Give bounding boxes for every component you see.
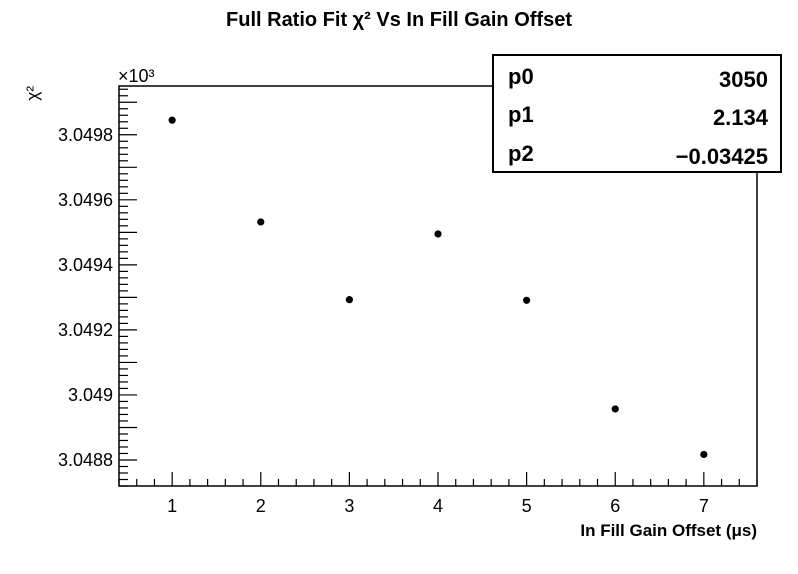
x-tick-label: 7 — [699, 496, 709, 516]
y-axis-label: χ² — [23, 86, 42, 101]
x-tick-label: 3 — [344, 496, 354, 516]
fit-stats-box: p0 3050 p1 2.134 p2 −0.03425 — [492, 54, 782, 173]
data-point — [523, 296, 531, 304]
data-point — [700, 450, 708, 459]
points-layer — [168, 116, 708, 459]
data-point — [168, 116, 176, 124]
stat-key-p0: p0 — [508, 64, 534, 89]
y-tick-label: 3.0488 — [58, 450, 113, 470]
x-tick-label: 2 — [256, 496, 266, 516]
stats-box-frame — [492, 54, 782, 173]
y-tick-label: 3.0498 — [58, 125, 113, 145]
data-point — [257, 218, 265, 226]
data-point — [611, 405, 619, 413]
stat-key-p2: p2 — [508, 141, 534, 166]
y-axis-ticks: 3.0488 3.049 3.0492 3.0494 3.0496 3.0498 — [58, 88, 137, 487]
stat-value-p0: 3050 — [719, 67, 768, 92]
data-point — [345, 296, 353, 304]
x-axis-label: In Fill Gain Offset (μs) — [580, 521, 757, 540]
x-tick-label: 6 — [610, 496, 620, 516]
y-tick-label: 3.049 — [68, 385, 113, 405]
stat-key-p1: p1 — [508, 102, 534, 127]
y-axis-multiplier: ×10³ — [118, 66, 155, 86]
y-tick-label: 3.0494 — [58, 255, 113, 275]
x-tick-label: 5 — [522, 496, 532, 516]
data-point — [434, 230, 442, 238]
chart-title: Full Ratio Fit χ² Vs In Fill Gain Offset — [226, 9, 572, 31]
stat-value-p1: 2.134 — [713, 105, 769, 130]
x-tick-label: 1 — [167, 496, 177, 516]
y-tick-label: 3.0492 — [58, 320, 113, 340]
x-tick-label: 4 — [433, 496, 443, 516]
y-tick-label: 3.0496 — [58, 190, 113, 210]
stat-value-p2: −0.03425 — [676, 144, 768, 169]
x-axis-ticks: 1 2 3 4 5 6 7 — [118, 472, 758, 516]
